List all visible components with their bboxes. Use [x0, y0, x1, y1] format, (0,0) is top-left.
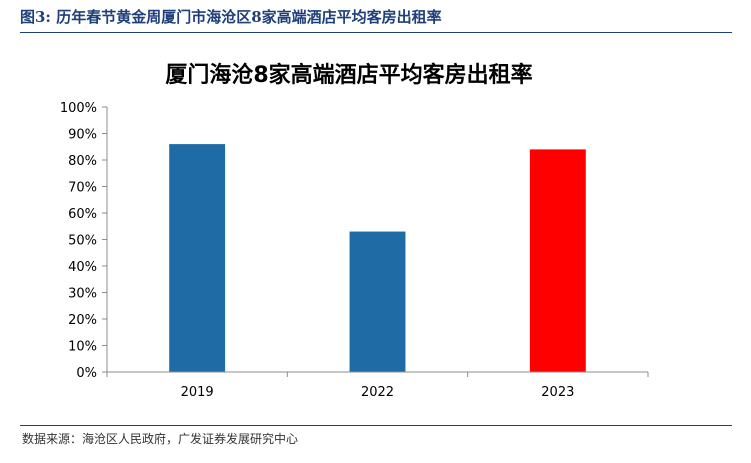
x-axis: 2019 2022 2023 — [106, 371, 649, 400]
y-tick-label: 0% — [76, 366, 97, 381]
y-tick-label: 100% — [60, 101, 97, 116]
y-tick-label: 80% — [68, 154, 97, 169]
bar-2023 — [529, 149, 586, 372]
x-tick-label: 2022 — [361, 385, 394, 400]
y-tick-label: 70% — [68, 181, 97, 196]
y-axis: 0% 10% 20% 30% 40% 50% 60% 70% 80% 90% 100% — [60, 101, 108, 381]
source-note: 数据来源：海沧区人民政府，广发证券发展研究中心 — [22, 432, 299, 446]
y-tick-label: 50% — [68, 234, 97, 249]
bars — [169, 144, 586, 372]
x-tick-label: 2023 — [541, 385, 574, 400]
chart-title: 厦门海沧8家高端酒店平均客房出租率 — [165, 62, 532, 88]
bar-2019 — [169, 144, 226, 372]
y-tick-label: 20% — [68, 313, 97, 328]
y-tick-label: 60% — [68, 207, 97, 222]
x-tick-label: 2019 — [181, 385, 214, 400]
y-tick-label: 90% — [68, 128, 97, 143]
figure-caption: 图3: 历年春节黄金周厦门市海沧区8家高端酒店平均客房出租率 — [20, 8, 442, 26]
caption-rule — [20, 32, 732, 33]
y-tick-label: 10% — [68, 340, 97, 355]
y-tick-label: 40% — [68, 260, 97, 275]
bar-2022 — [349, 231, 406, 372]
source-rule — [20, 425, 732, 426]
y-tick-label: 30% — [68, 287, 97, 302]
